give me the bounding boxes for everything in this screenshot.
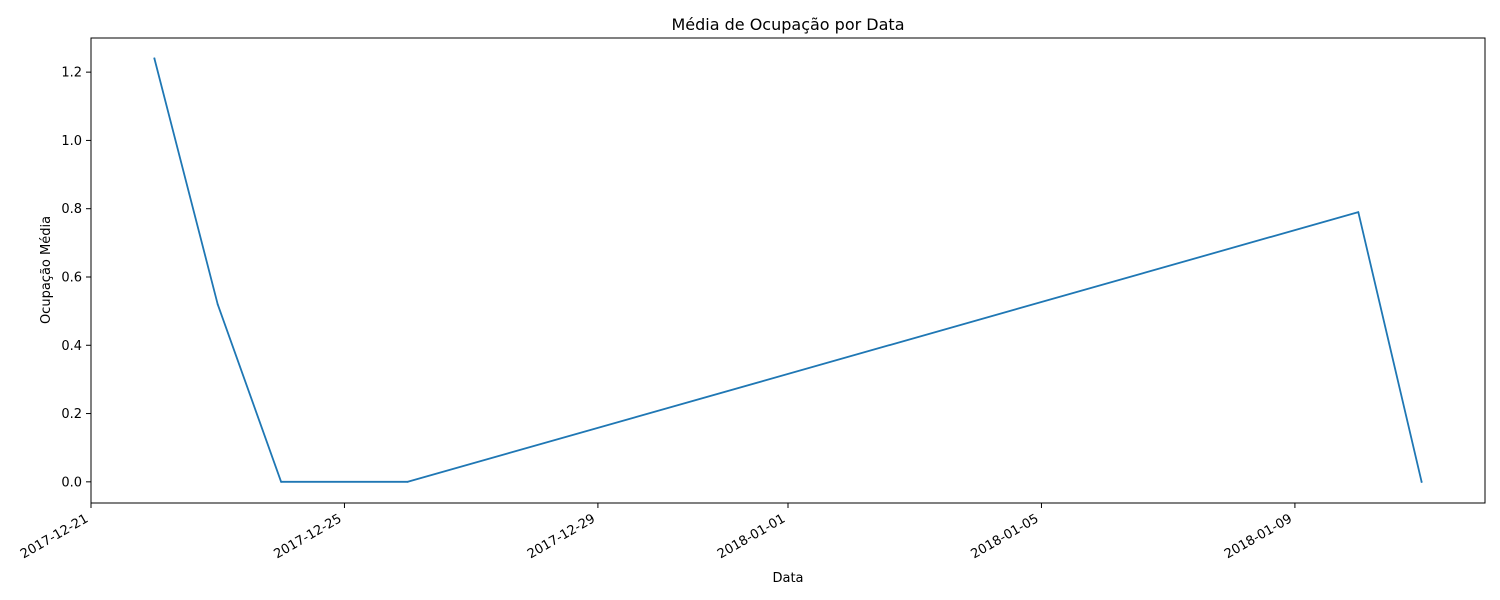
- x-axis: 2017-12-21 2017-12-25 2017-12-29 2018-01-01…: [18, 503, 1296, 562]
- plot-frame: [90, 37, 1486, 504]
- y-axis-title: Ocupação Média: [39, 216, 54, 324]
- data-point: [1420, 480, 1423, 483]
- chart-title: Média de Ocupação por Data: [671, 15, 904, 34]
- x-tick-label: 2018-01-01: [715, 511, 788, 562]
- y-tick-label: 1.0: [61, 134, 82, 149]
- data-point: [1357, 211, 1360, 214]
- x-axis-title: Data: [772, 571, 803, 586]
- data-point: [280, 480, 282, 483]
- x-tick-label: 2017-12-25: [272, 511, 345, 562]
- x-tick-label: 2017-12-29: [525, 511, 598, 562]
- x-tick-label: 2018-01-09: [1222, 511, 1295, 562]
- y-tick-label: 1.2: [61, 66, 82, 81]
- data-point: [216, 303, 219, 306]
- plot-area: [153, 57, 1423, 483]
- y-tick-label: 0.6: [61, 270, 82, 285]
- y-axis: 0.0 0.2 0.4 0.6 0.8 1.0 1.2: [61, 66, 91, 490]
- data-point: [153, 57, 156, 60]
- x-tick-label: 2018-01-05: [969, 511, 1042, 562]
- x-tick-label: 2017-12-21: [18, 511, 91, 562]
- data-point: [406, 480, 409, 483]
- series-line: [153, 57, 1423, 483]
- y-tick-label: 0.0: [61, 475, 82, 490]
- y-tick-label: 0.2: [61, 407, 82, 422]
- y-tick-label: 0.4: [61, 339, 82, 354]
- y-tick-label: 0.8: [61, 202, 82, 217]
